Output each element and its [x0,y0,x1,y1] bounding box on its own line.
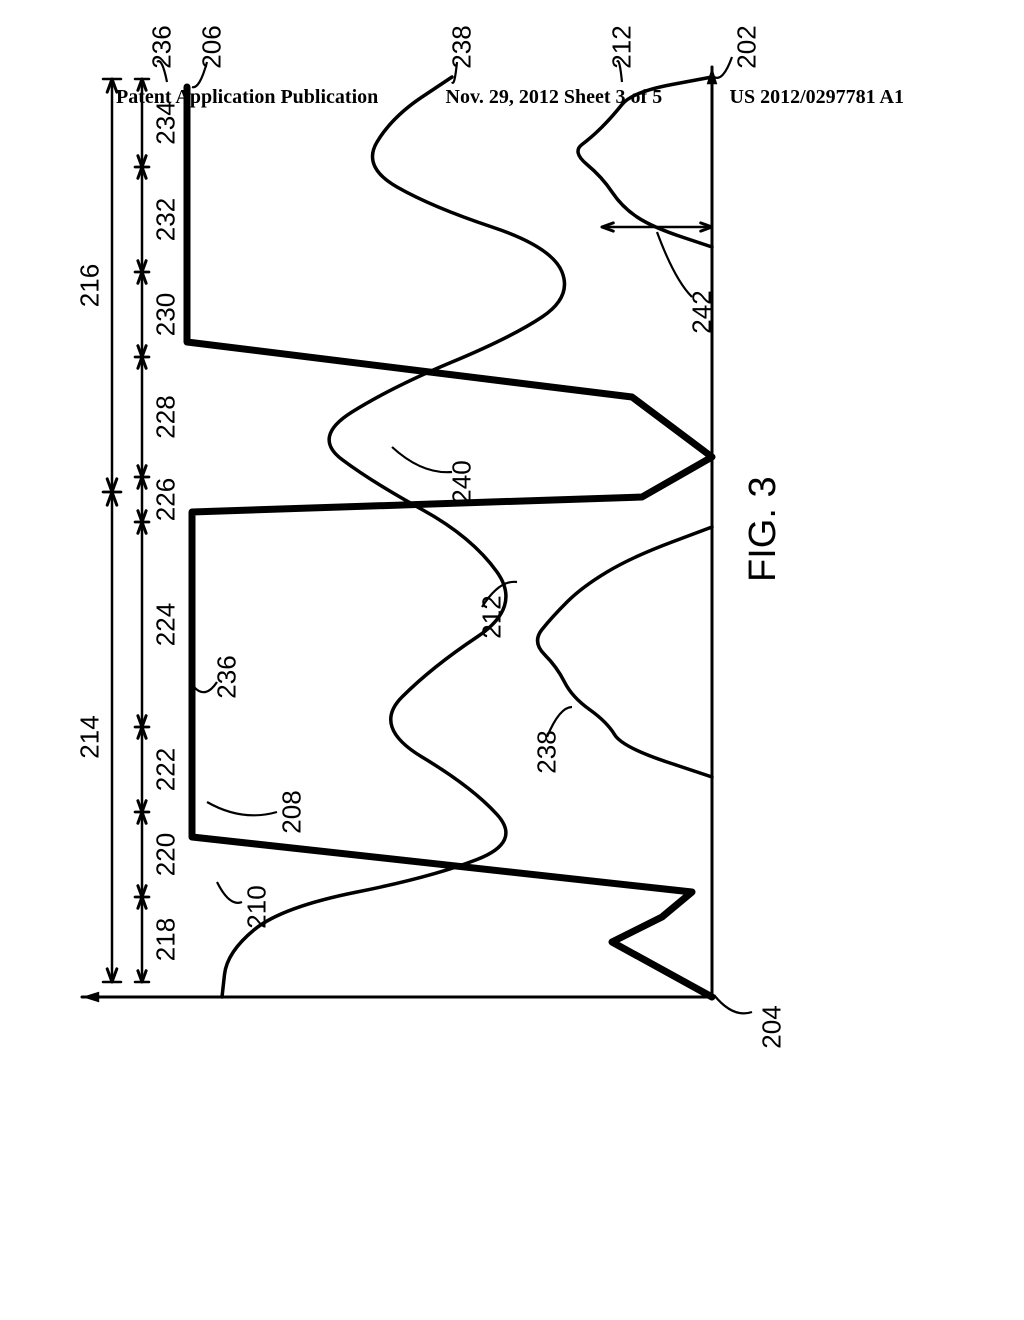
ref-238: 238 [532,730,563,773]
span-234: 234 [151,101,182,144]
ref-204: 204 [757,1005,788,1048]
figure-caption: FIG. 3 [742,476,785,582]
ref-210: 210 [242,885,273,928]
span-218: 218 [151,918,182,961]
span-232: 232 [151,198,182,241]
ref-242: 242 [687,290,718,333]
figure-svg [12,37,777,1037]
span-222: 222 [151,748,182,791]
ref-206: 206 [197,25,228,68]
ref-202: 202 [732,25,763,68]
span-230: 230 [151,293,182,336]
span-226: 226 [151,478,182,521]
ref-238: 238 [447,25,478,68]
ref-236: 236 [212,655,243,698]
ref-236: 236 [147,25,178,68]
span-224: 224 [151,603,182,646]
figure-3-container: 2142162182202222242262282302322342042022… [130,155,895,1155]
span-216: 216 [75,264,106,307]
span-228: 228 [151,395,182,438]
span-214: 214 [75,715,106,758]
ref-212: 212 [607,25,638,68]
ref-240: 240 [447,460,478,503]
span-220: 220 [151,833,182,876]
figure-3-diagram: 2142162182202222242262282302322342042022… [12,37,777,1037]
ref-208: 208 [277,790,308,833]
ref-212: 212 [477,595,508,638]
